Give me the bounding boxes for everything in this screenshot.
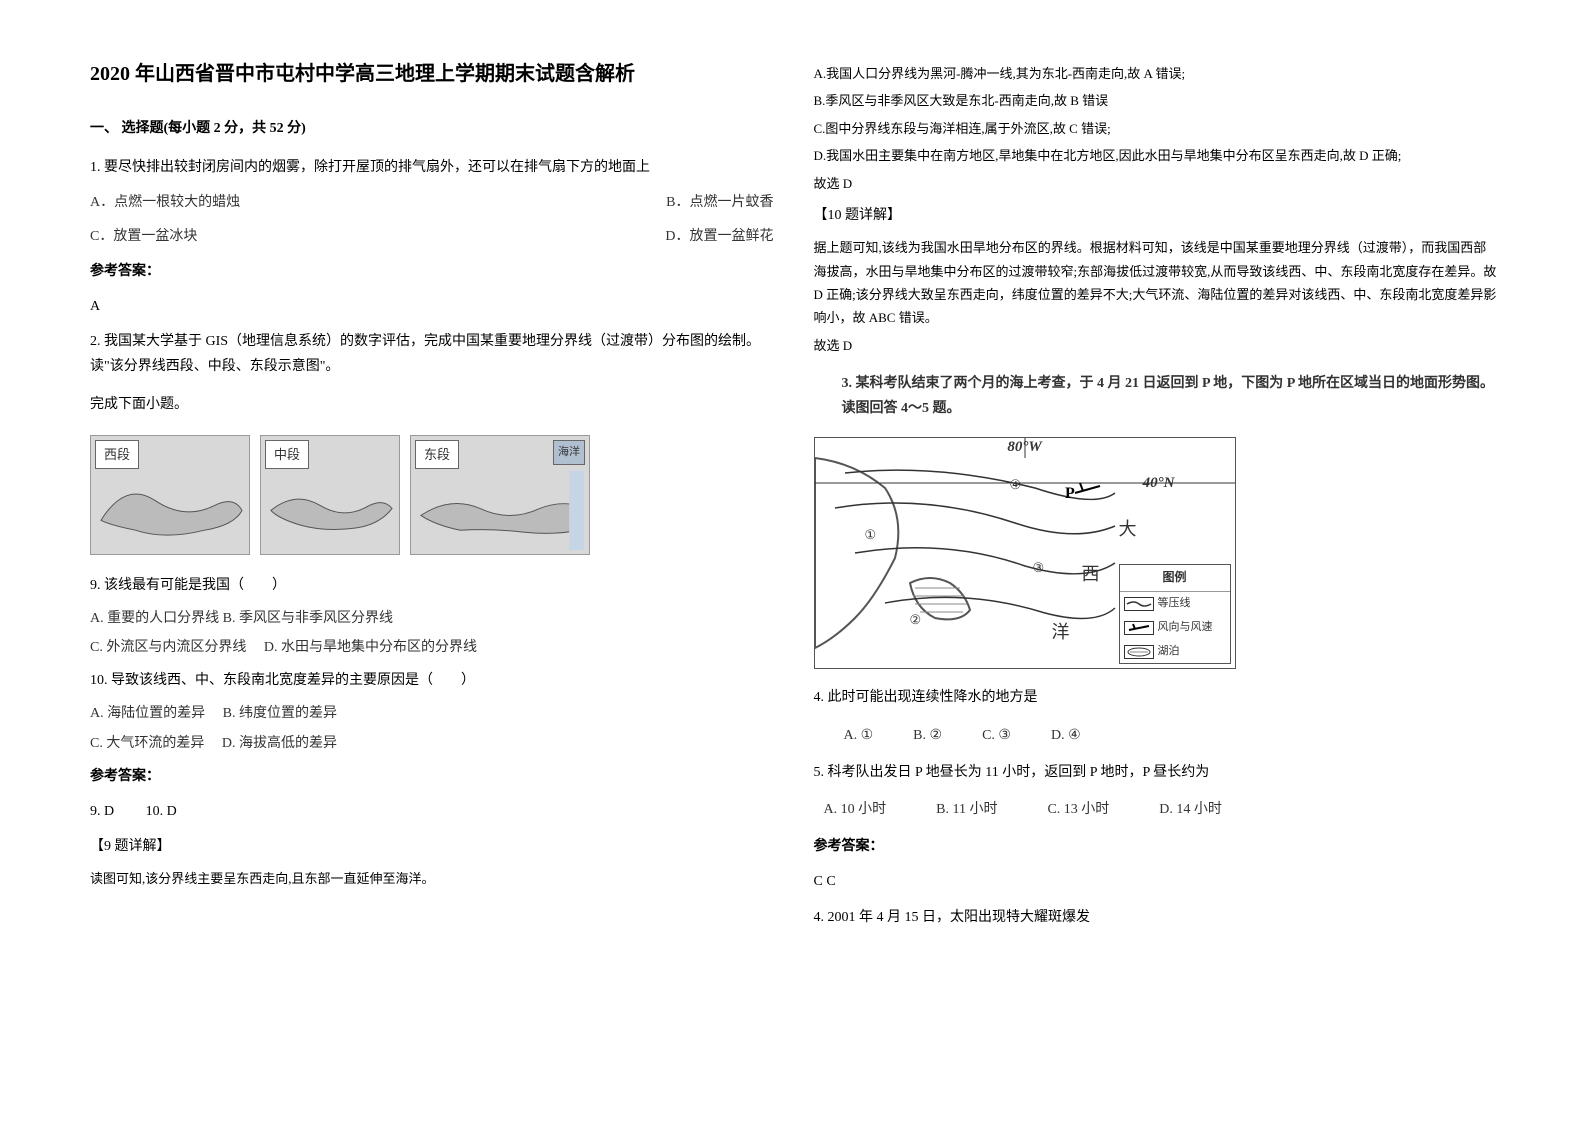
q1-answer: A bbox=[90, 294, 774, 319]
q9-opts-ab: A. 重要的人口分界线 B. 季风区与非季风区分界线 bbox=[90, 606, 774, 631]
segment-west: 西段 bbox=[90, 435, 250, 555]
lake-icon bbox=[1124, 645, 1154, 659]
exp-d: D.我国水田主要集中在南方地区,旱地集中在北方地区,因此水田与旱地集中分布区呈东… bbox=[814, 144, 1498, 167]
q5-optD: D. 14 小时 bbox=[1159, 797, 1222, 822]
segment-mid-shape bbox=[266, 471, 394, 550]
left-column: 2020 年山西省晋中市屯村中学高三地理上学期期末试题含解析 一、 选择题(每小… bbox=[90, 60, 774, 1062]
q2-stem1: 2. 我国某大学基于 GIS（地理信息系统）的数字评估，完成中国某重要地理分界线… bbox=[90, 329, 774, 379]
label-da: 大 bbox=[1119, 513, 1137, 545]
label-yang: 洋 bbox=[1052, 616, 1070, 648]
q4-optD: D. ④ bbox=[1051, 723, 1081, 748]
legend-isoline-text: 等压线 bbox=[1158, 594, 1191, 614]
q5-optC: C. 13 小时 bbox=[1047, 797, 1109, 822]
q1-optB: B．点燃一片蚊香 bbox=[666, 190, 773, 215]
q4-stem: 4. 此时可能出现连续性降水的地方是 bbox=[814, 685, 1498, 710]
point-2: ② bbox=[910, 608, 922, 631]
page-title: 2020 年山西省晋中市屯村中学高三地理上学期期末试题含解析 bbox=[90, 60, 774, 88]
legend-wind-text: 风向与风速 bbox=[1158, 618, 1213, 638]
legend-row-wind: 风向与风速 bbox=[1120, 616, 1230, 640]
q9-stem: 9. 该线最有可能是我国（ ） bbox=[90, 573, 774, 598]
exp9-line1: 读图可知,该分界线主要呈东西走向,且东部一直延伸至海洋。 bbox=[90, 867, 774, 890]
q4-optA: A. ① bbox=[844, 723, 874, 748]
q9-opts-cd: C. 外流区与内流区分界线 D. 水田与旱地集中分布区的分界线 bbox=[90, 635, 774, 660]
q1-optA: A．点燃一根较大的蜡烛 bbox=[90, 190, 240, 215]
weather-map: 80°W 40°N lake bbox=[814, 437, 1236, 669]
q10-opts-cd: C. 大气环流的差异 D. 海拔高低的差异 bbox=[90, 731, 774, 756]
segment-mid-label: 中段 bbox=[265, 440, 309, 469]
exp-sel9: 故选 D bbox=[814, 172, 1498, 195]
map-legend: 图例 等压线 风向与风速 湖泊 bbox=[1119, 564, 1231, 664]
legend-title: 图例 bbox=[1120, 565, 1230, 592]
q1-answer-label: 参考答案： bbox=[90, 259, 774, 284]
isoline-icon bbox=[1124, 597, 1154, 611]
section-header: 一、 选择题(每小题 2 分，共 52 分) bbox=[90, 116, 774, 141]
exp-b: B.季风区与非季风区大致是东北-西南走向,故 B 错误 bbox=[814, 89, 1498, 112]
q1-optD: D．放置一盆鲜花 bbox=[665, 224, 773, 249]
q4-options: A. ① B. ② C. ③ D. ④ bbox=[844, 723, 1498, 748]
q4-optC: C. ③ bbox=[982, 723, 1011, 748]
segment-east-shape bbox=[416, 471, 584, 550]
q4-last: 4. 2001 年 4 月 15 日，太阳出现特大耀斑爆发 bbox=[814, 905, 1498, 930]
exp10-label: 【10 题详解】 bbox=[814, 203, 1498, 228]
exp-c: C.图中分界线东段与海洋相连,属于外流区,故 C 错误; bbox=[814, 117, 1498, 140]
exp9-label: 【9 题详解】 bbox=[90, 834, 774, 859]
exp-sel10: 故选 D bbox=[814, 334, 1498, 357]
q5-optA: A. 10 小时 bbox=[824, 797, 887, 822]
q10-stem: 10. 导致该线西、中、东段南北宽度差异的主要原因是（ ） bbox=[90, 668, 774, 693]
point-4: ④ bbox=[1010, 473, 1022, 496]
q5-options: A. 10 小时 B. 11 小时 C. 13 小时 D. 14 小时 bbox=[824, 797, 1498, 822]
segment-east-label: 东段 bbox=[415, 440, 459, 469]
exp10-body: 据上题可知,该线为我国水田旱地分布区的界线。根据材料可知，该线是中国某重要地理分… bbox=[814, 236, 1498, 330]
segment-mid: 中段 bbox=[260, 435, 400, 555]
q1-options-row2: C．放置一盆冰块 D．放置一盆鲜花 bbox=[90, 224, 774, 249]
q5-optB: B. 11 小时 bbox=[936, 797, 997, 822]
legend-lake-text: 湖泊 bbox=[1158, 642, 1180, 662]
wind-icon bbox=[1124, 621, 1154, 635]
q2-stem2: 完成下面小题。 bbox=[90, 392, 774, 417]
svg-text:P: P bbox=[1065, 485, 1075, 502]
exp-a: A.我国人口分界线为黑河-腾冲一线,其为东北-西南走向,故 A 错误; bbox=[814, 62, 1498, 85]
exam-page: 2020 年山西省晋中市屯村中学高三地理上学期期末试题含解析 一、 选择题(每小… bbox=[0, 0, 1587, 1122]
q4-optB: B. ② bbox=[913, 723, 942, 748]
segment-west-shape bbox=[96, 471, 244, 550]
q1-optC: C．放置一盆冰块 bbox=[90, 224, 197, 249]
q3-stem: 3. 某科考队结束了两个月的海上考查，于 4 月 21 日返回到 P 地，下图为… bbox=[842, 371, 1498, 421]
point-1: ① bbox=[865, 523, 877, 546]
legend-row-lake: 湖泊 bbox=[1120, 640, 1230, 664]
q2-answer: 9. D 10. D bbox=[90, 799, 774, 824]
sea-label: 海洋 bbox=[553, 440, 585, 466]
q1-options-row1: A．点燃一根较大的蜡烛 B．点燃一片蚊香 bbox=[90, 190, 774, 215]
segment-east: 东段 海洋 bbox=[410, 435, 590, 555]
segment-west-label: 西段 bbox=[95, 440, 139, 469]
q5-stem: 5. 科考队出发日 P 地昼长为 11 小时，返回到 P 地时，P 昼长约为 bbox=[814, 760, 1498, 785]
q3-answer-label: 参考答案： bbox=[814, 834, 1498, 859]
q3-answer: C C bbox=[814, 869, 1498, 894]
q1-stem: 1. 要尽快排出较封闭房间内的烟雾，除打开屋顶的排气扇外，还可以在排气扇下方的地… bbox=[90, 155, 774, 180]
q10-opts-ab: A. 海陆位置的差异 B. 纬度位置的差异 bbox=[90, 701, 774, 726]
q2-answer-label: 参考答案： bbox=[90, 764, 774, 789]
legend-row-isoline: 等压线 bbox=[1120, 592, 1230, 616]
segment-map-figure: 西段 中段 东段 海洋 bbox=[90, 435, 774, 555]
label-xi: 西 bbox=[1082, 558, 1100, 590]
point-3: ③ bbox=[1033, 556, 1045, 579]
right-column: A.我国人口分界线为黑河-腾冲一线,其为东北-西南走向,故 A 错误; B.季风… bbox=[814, 60, 1498, 1062]
